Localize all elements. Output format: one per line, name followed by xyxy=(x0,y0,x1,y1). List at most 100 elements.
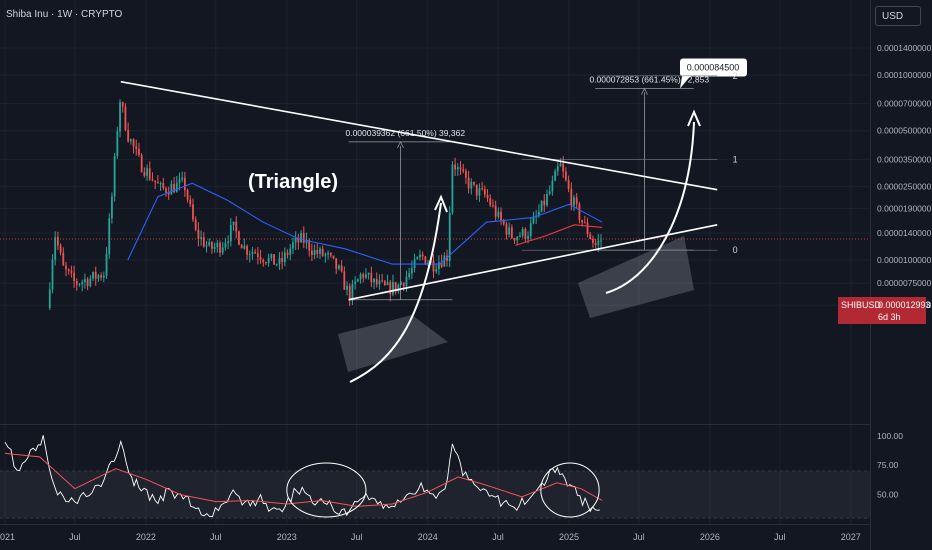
candle-body[interactable] xyxy=(302,233,305,243)
candle-body[interactable] xyxy=(89,278,92,286)
candle-body[interactable] xyxy=(113,156,116,197)
candle-body[interactable] xyxy=(75,281,78,285)
candle-body[interactable] xyxy=(84,279,86,282)
candle-body[interactable] xyxy=(529,223,532,237)
candle-body[interactable] xyxy=(208,242,211,246)
candle-body[interactable] xyxy=(562,163,565,172)
candle-body[interactable] xyxy=(305,240,308,243)
moving-average-line-0[interactable] xyxy=(127,182,603,265)
candle-body[interactable] xyxy=(321,248,324,256)
candle-body[interactable] xyxy=(310,250,313,256)
candle-body[interactable] xyxy=(243,245,246,249)
candle-body[interactable] xyxy=(419,254,421,258)
candle-body[interactable] xyxy=(235,221,238,232)
candle-body[interactable] xyxy=(575,197,578,204)
candle-body[interactable] xyxy=(410,268,413,274)
candle-body[interactable] xyxy=(170,184,173,195)
candle-body[interactable] xyxy=(594,243,597,245)
candle-body[interactable] xyxy=(183,177,186,191)
candle-body[interactable] xyxy=(67,269,70,271)
candle-body[interactable] xyxy=(92,271,94,279)
candle-body[interactable] xyxy=(246,245,248,255)
candle-body[interactable] xyxy=(367,272,370,275)
candle-body[interactable] xyxy=(108,218,111,255)
candle-body[interactable] xyxy=(116,131,119,157)
moving-average-line-1[interactable] xyxy=(515,224,603,246)
candle-body[interactable] xyxy=(400,282,402,285)
candle-body[interactable] xyxy=(100,275,103,278)
candle-body[interactable] xyxy=(73,272,75,282)
candle-body[interactable] xyxy=(456,167,459,170)
candle-body[interactable] xyxy=(383,281,386,285)
candle-body[interactable] xyxy=(564,171,567,181)
candle-body[interactable] xyxy=(519,235,521,237)
candle-body[interactable] xyxy=(581,220,584,223)
candle-body[interactable] xyxy=(143,172,146,176)
trendline-lower[interactable] xyxy=(348,224,718,301)
candle-body[interactable] xyxy=(421,254,424,257)
candle-body[interactable] xyxy=(373,278,375,283)
candle-body[interactable] xyxy=(405,276,408,287)
candle-body[interactable] xyxy=(459,167,462,170)
candle-body[interactable] xyxy=(97,275,100,279)
candle-body[interactable] xyxy=(224,242,227,248)
candle-body[interactable] xyxy=(467,177,470,189)
candle-body[interactable] xyxy=(327,252,330,255)
candle-body[interactable] xyxy=(392,282,394,295)
candle-body[interactable] xyxy=(362,274,365,278)
candle-body[interactable] xyxy=(229,225,232,242)
candle-body[interactable] xyxy=(192,204,194,220)
candle-body[interactable] xyxy=(121,102,124,107)
target-callout[interactable]: 0.000084500 xyxy=(680,58,747,89)
candle-body[interactable] xyxy=(338,265,340,269)
candle-body[interactable] xyxy=(354,281,357,285)
candle-body[interactable] xyxy=(365,274,367,278)
candle-body[interactable] xyxy=(197,229,200,239)
candle-body[interactable] xyxy=(138,148,140,156)
candle-body[interactable] xyxy=(516,236,519,241)
candle-body[interactable] xyxy=(54,237,57,260)
candle-body[interactable] xyxy=(478,188,481,196)
candle-body[interactable] xyxy=(65,265,67,270)
candle-body[interactable] xyxy=(154,180,157,183)
candle-body[interactable] xyxy=(254,252,257,254)
candle-body[interactable] xyxy=(394,282,397,292)
candle-body[interactable] xyxy=(178,179,181,183)
candle-body[interactable] xyxy=(256,253,259,258)
candle-body[interactable] xyxy=(402,282,405,287)
candle-body[interactable] xyxy=(281,257,284,263)
candle-body[interactable] xyxy=(521,229,524,236)
candle-body[interactable] xyxy=(135,146,138,149)
candle-body[interactable] xyxy=(194,219,197,230)
candle-body[interactable] xyxy=(238,231,240,245)
candle-body[interactable] xyxy=(289,248,292,255)
candle-body[interactable] xyxy=(486,194,489,199)
candle-body[interactable] xyxy=(510,227,513,239)
candle-body[interactable] xyxy=(300,233,302,243)
candle-body[interactable] xyxy=(543,200,546,206)
candle-body[interactable] xyxy=(78,284,81,286)
candle-body[interactable] xyxy=(62,252,65,266)
candle-body[interactable] xyxy=(397,284,400,292)
candle-body[interactable] xyxy=(551,180,554,192)
candle-body[interactable] xyxy=(200,237,203,239)
candle-body[interactable] xyxy=(94,271,97,279)
candle-body[interactable] xyxy=(578,203,581,221)
candle-body[interactable] xyxy=(124,106,127,131)
candle-body[interactable] xyxy=(221,247,224,253)
candle-body[interactable] xyxy=(359,274,362,280)
candle-body[interactable] xyxy=(546,193,548,206)
candle-body[interactable] xyxy=(167,192,170,195)
candle-body[interactable] xyxy=(600,240,602,242)
candle-body[interactable] xyxy=(319,248,321,254)
candle-body[interactable] xyxy=(494,205,497,217)
candle-body[interactable] xyxy=(508,227,511,235)
candle-body[interactable] xyxy=(583,222,586,224)
price-pane[interactable]: 0.000039362 (661.50%) 39,3620.000072853 … xyxy=(0,58,870,383)
candle-body[interactable] xyxy=(129,139,132,142)
candle-body[interactable] xyxy=(532,217,535,224)
candle-body[interactable] xyxy=(335,258,338,269)
candle-body[interactable] xyxy=(470,181,473,189)
candle-body[interactable] xyxy=(308,240,311,251)
